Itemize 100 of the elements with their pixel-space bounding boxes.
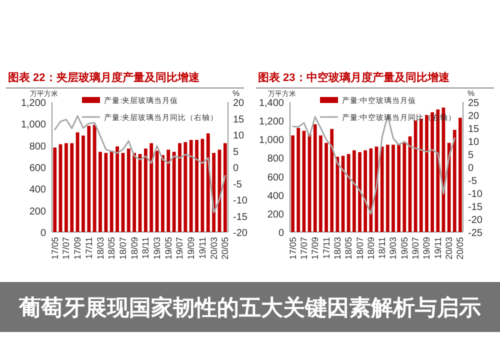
bar (358, 152, 362, 232)
x-tick-label: 20/03 (208, 237, 219, 260)
y-tick-label: 1,000 (258, 135, 284, 146)
y2-tick-label: -25 (468, 228, 483, 239)
line-series (54, 115, 226, 214)
x-tick-label: 19/11 (432, 237, 443, 259)
y-tick-label: 400 (29, 184, 46, 196)
x-tick-label: 18/07 (354, 237, 365, 260)
bar (161, 155, 164, 232)
y2-tick-label: 5 (233, 146, 239, 158)
y2-tick-label: 20 (468, 111, 480, 122)
x-tick-label: 19/07 (174, 237, 185, 260)
x-tick-label: 17/09 (310, 237, 320, 260)
bar (330, 128, 334, 232)
bar (397, 144, 400, 232)
bar (425, 115, 428, 232)
y2-tick-label: 20 (233, 98, 245, 109)
y2-tick-label: -20 (468, 215, 483, 226)
bar (144, 148, 148, 232)
chart-title: 图表 22：夹层玻璃月度产量及同比增速 (8, 71, 200, 84)
chart-title: 图表 23：中空玻璃月度产量及同比增速 (258, 71, 450, 84)
y2-tick-label: -15 (468, 202, 483, 213)
bar (392, 144, 395, 232)
bar (189, 140, 193, 232)
y-tick-label: 0 (40, 228, 46, 239)
x-tick-label: 19/03 (152, 237, 162, 260)
bar (126, 148, 130, 232)
y2-tick-label: 5 (468, 150, 474, 161)
x-tick-label: 20/05 (455, 237, 466, 260)
x-tick-label: 20/05 (220, 237, 230, 260)
bar (402, 142, 406, 232)
y2-tick-label: -10 (233, 196, 248, 206)
line-series (292, 114, 456, 215)
text: 葡萄牙展现国家韧性的五大关键因素解析与启示 (18, 295, 481, 320)
bar (104, 152, 108, 232)
bar (223, 143, 227, 232)
bar (313, 124, 317, 232)
bar (110, 150, 114, 232)
x-tick-label: 19/05 (163, 237, 174, 260)
y2-tick-label: 15 (233, 114, 245, 126)
bar (87, 126, 91, 232)
bar (352, 150, 356, 232)
y-tick-label: 200 (29, 206, 46, 218)
bar (291, 135, 294, 232)
bar (150, 143, 154, 232)
x-tick-label: 18/07 (118, 237, 128, 260)
bar (116, 146, 119, 232)
x-tick-label: 17/05 (50, 237, 60, 260)
y2-tick-label: 10 (233, 130, 245, 142)
bar (346, 154, 350, 232)
y2-tick-label: 0 (468, 163, 474, 174)
bar (166, 150, 170, 232)
y2-tick-label: -5 (468, 176, 478, 187)
y-tick-label: 1,200 (258, 116, 284, 128)
bar (380, 146, 384, 232)
bar (364, 150, 368, 232)
y2-tick-label: 10 (468, 137, 480, 148)
x-tick-label: 18/05 (106, 237, 117, 260)
y2-axis-title: % (232, 89, 240, 98)
x-tick-label: 18/09 (366, 237, 376, 260)
bar (324, 142, 328, 232)
x-tick-label: 17/05 (288, 237, 298, 260)
bar (132, 152, 136, 232)
bar (70, 143, 74, 232)
bar (172, 152, 176, 232)
bar (184, 142, 188, 232)
y2-tick-label: 15 (468, 124, 480, 135)
y-tick-label: 200 (267, 209, 284, 220)
y2-tick-label: -20 (233, 228, 248, 239)
bar (98, 152, 102, 232)
x-tick-label: 19/11 (197, 237, 208, 259)
bar (92, 124, 96, 232)
bar (206, 133, 210, 232)
y-tick-label: 1,200 (20, 98, 46, 109)
x-tick-label: 18/11 (140, 237, 151, 259)
bar (458, 118, 462, 232)
y2-tick-label: 0 (233, 163, 239, 174)
bar (195, 140, 198, 232)
bar (200, 138, 204, 232)
y-tick-label: 600 (267, 172, 284, 184)
bar (64, 143, 68, 232)
x-tick-label: 17/07 (61, 237, 72, 260)
y2-tick-label: -10 (468, 189, 483, 200)
x-tick-label: 18/05 (344, 237, 354, 260)
bar (452, 130, 456, 232)
x-tick-label: 19/03 (388, 237, 398, 260)
bar (430, 112, 434, 232)
y-tick-label: 1,400 (258, 98, 284, 109)
x-tick-label: 18/11 (377, 237, 388, 259)
x-tick-label: 18/03 (95, 237, 106, 260)
x-tick-label: 19/09 (186, 237, 196, 260)
bar (178, 143, 182, 232)
x-tick-label: 19/09 (422, 237, 432, 260)
bar (386, 144, 390, 232)
x-tick-label: 17/11 (321, 237, 332, 259)
y-tick-label: 800 (267, 154, 284, 165)
x-tick-label: 20/03 (444, 237, 454, 260)
bar (53, 148, 57, 232)
y2-tick-label: -5 (233, 179, 242, 190)
x-tick-label: 18/03 (332, 237, 342, 260)
